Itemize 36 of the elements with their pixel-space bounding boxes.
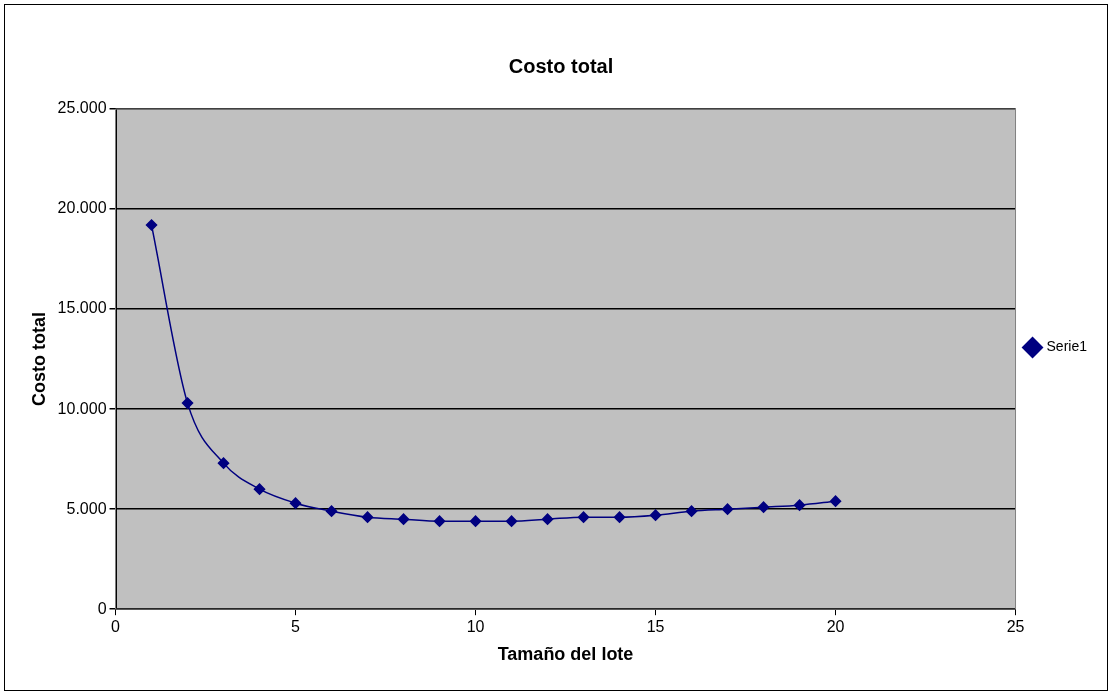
point: [649, 509, 662, 521]
y-tick-label: 10.000: [57, 399, 107, 417]
y-tick-label: 0: [97, 599, 107, 617]
y-tick-label: 5.000: [66, 499, 107, 517]
x-tick-label: 0: [111, 618, 121, 636]
point: [577, 511, 590, 523]
point: [433, 515, 446, 527]
y-tick-label: 15.000: [57, 299, 107, 317]
point: [217, 457, 230, 469]
x-tick-label: 15: [646, 618, 665, 636]
point: [541, 513, 554, 525]
point: [613, 511, 626, 523]
legend-label: Serie1: [1046, 338, 1088, 355]
y-tick-label: 25.000: [57, 99, 107, 117]
point: [181, 397, 194, 409]
y-axis-title: Costo total: [28, 312, 49, 407]
point: [469, 515, 482, 527]
chart-title: Costo total: [508, 54, 614, 77]
point: [325, 505, 338, 517]
point: [397, 513, 410, 525]
x-tick-label: 20: [826, 618, 845, 636]
point: [145, 219, 158, 231]
point: [253, 483, 266, 495]
point: [505, 515, 518, 527]
x-tick-label: 5: [291, 618, 301, 636]
x-axis-title: Tamaño del lote: [497, 644, 634, 665]
x-tick-label: 10: [466, 618, 485, 636]
point: [721, 503, 734, 515]
point: [757, 501, 770, 513]
y-tick-label: 20.000: [57, 199, 107, 217]
point: [793, 499, 806, 511]
point: [361, 511, 374, 523]
point: [685, 505, 698, 517]
x-tick-label: 25: [1006, 618, 1025, 636]
point: [829, 495, 842, 507]
point: [289, 497, 302, 509]
